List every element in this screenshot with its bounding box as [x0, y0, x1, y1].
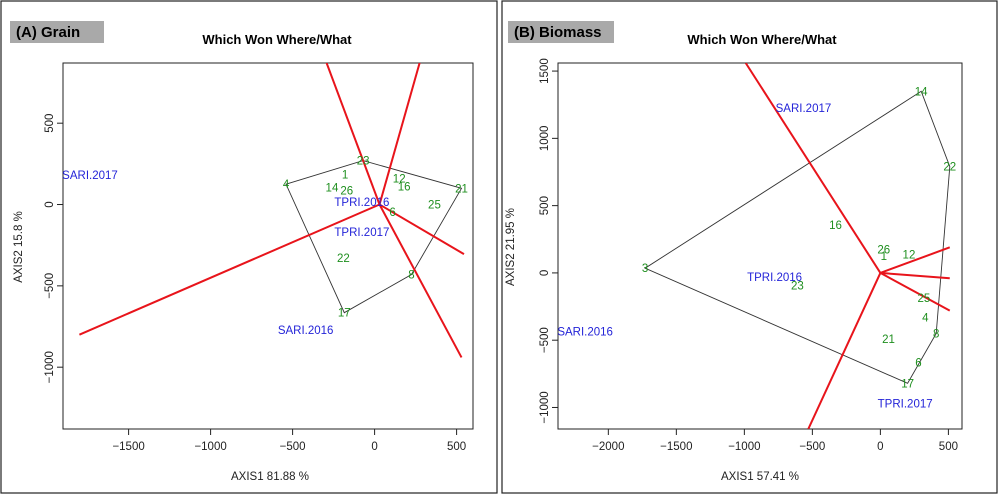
biomass-genotype-label: 6 [915, 357, 921, 369]
panel-grain-plot-box [62, 62, 474, 430]
grain-genotype-label: 12 [393, 173, 406, 185]
biomass-sector-ray [744, 63, 882, 274]
grain-hull-polygon [285, 160, 463, 314]
grain-xtick-label: 500 [447, 441, 466, 453]
panel-biomass-border [501, 0, 998, 494]
biomass-xtick-label: −1000 [728, 441, 760, 453]
grain-genotype-label: 21 [455, 183, 468, 195]
biomass-ytick-label: 1000 [539, 126, 551, 152]
biomass-genotype-label: 12 [903, 250, 916, 262]
grain-sector-ray [378, 63, 421, 205]
panel-grain-tag-bg [10, 21, 104, 43]
grain-xtick-label: −500 [280, 441, 306, 453]
panel-biomass-ylabel: AXIS2 21.95 % [505, 208, 517, 286]
panel-grain-tag: (A) Grain [16, 24, 80, 41]
biomass-environment-label: SARI.2016 [557, 326, 613, 338]
biomass-genotype-label: 14 [915, 86, 928, 98]
panel-grain: (A) Grain Which Won Where/What −1500 −100… [0, 0, 498, 494]
panel-biomass: (B) Biomass Which Won Where/What −2000 −1… [501, 0, 998, 494]
biomass-genotype-label: 23 [791, 281, 804, 293]
biomass-hull-polygon [644, 90, 951, 384]
biomass-genotype-label: 1 [881, 251, 887, 263]
biomass-sector-ray [807, 272, 882, 429]
biomass-genotype-label: 16 [829, 220, 842, 232]
grain-genotype-label: 22 [337, 253, 350, 265]
biomass-genotype-label: 4 [922, 312, 929, 324]
biomass-sector-ray [879, 272, 951, 312]
biomass-genotype-label: 17 [901, 378, 914, 390]
grain-genotype-label: 1 [342, 169, 348, 181]
grain-environment-label: TPRI.2016 [334, 197, 389, 209]
grain-ytick-label: 0 [44, 201, 56, 207]
biomass-xtick-label: 500 [939, 441, 958, 453]
biomass-genotype-label: 3 [642, 263, 648, 275]
biomass-xtick-label: −2000 [592, 441, 624, 453]
grain-ytick-label: 500 [44, 114, 56, 133]
panel-grain-marks: −1500 −1000 −500 0 500 500 0 −500 −1000 4 14 26 1 23 1… [44, 63, 468, 453]
grain-genotype-label: 6 [389, 207, 395, 219]
grain-environment-label: SARI.2017 [62, 170, 118, 182]
grain-xtick-label: 0 [371, 441, 377, 453]
grain-genotype-label: 14 [326, 182, 339, 194]
biomass-ytick-label: 1500 [539, 58, 551, 84]
panel-grain-title: Which Won Where/What [202, 32, 352, 47]
grain-genotype-label: 23 [357, 156, 370, 168]
biomass-genotype-label: 22 [943, 162, 956, 174]
biomass-xtick-label: −500 [799, 441, 825, 453]
biomass-genotype-label: 26 [877, 244, 890, 256]
grain-plot-area [79, 63, 465, 358]
grain-xtick-label: −1500 [112, 441, 144, 453]
panel-biomass-marks: −2000 −1500 −1000 −500 0 500 1500 1000 500 0 −500 −… [539, 58, 958, 453]
panel-biomass-xlabel: AXIS1 57.41 % [721, 471, 799, 483]
grain-ytick-label: −1000 [44, 351, 56, 383]
biomass-genotype-label: 21 [882, 334, 895, 346]
biomass-environment-label: TPRI.2017 [878, 398, 933, 410]
grain-environment-label: SARI.2016 [278, 325, 334, 337]
grain-genotype-label: 16 [398, 182, 411, 194]
grain-genotype-label: 25 [428, 200, 441, 212]
grain-ytick-label: −500 [44, 273, 56, 299]
grain-sector-ray [378, 204, 463, 358]
panel-grain-border [0, 0, 498, 494]
panel-grain-ylabel: AXIS2 15.8 % [13, 211, 25, 283]
grain-genotype-label: 8 [408, 269, 414, 281]
panel-biomass-title: Which Won Where/What [687, 32, 837, 47]
panel-biomass-tag: (B) Biomass [514, 24, 602, 41]
grain-sector-ray [379, 203, 465, 255]
grain-environment-label: TPRI.2017 [334, 227, 389, 239]
biomass-plot-area [644, 63, 951, 429]
biomass-ytick-label: −1000 [539, 391, 551, 423]
grain-sector-ray [325, 63, 381, 205]
panel-biomass-plot-box [557, 62, 963, 430]
biomass-genotype-label: 25 [918, 293, 931, 305]
biomass-xtick-label: −1500 [660, 441, 692, 453]
panel-biomass-tag-bg [508, 21, 614, 43]
biomass-environment-label: SARI.2017 [776, 103, 832, 115]
grain-genotype-label: 26 [340, 186, 353, 198]
panel-grain-xlabel: AXIS1 81.88 % [231, 471, 309, 483]
grain-xtick-label: −1000 [194, 441, 226, 453]
grain-genotype-label: 17 [338, 308, 351, 320]
biomass-environment-label: TPRI.2016 [747, 272, 802, 284]
grain-genotype-label: 4 [283, 179, 290, 191]
grain-sector-ray [79, 203, 380, 336]
biomass-genotype-label: 8 [933, 328, 939, 340]
biomass-sector-ray [880, 246, 951, 274]
biomass-xtick-label: 0 [877, 441, 883, 453]
biomass-ytick-label: 500 [539, 196, 551, 215]
biomass-ytick-label: 0 [539, 270, 551, 276]
biomass-sector-ray [880, 271, 950, 280]
biomass-ytick-label: −500 [539, 327, 551, 353]
